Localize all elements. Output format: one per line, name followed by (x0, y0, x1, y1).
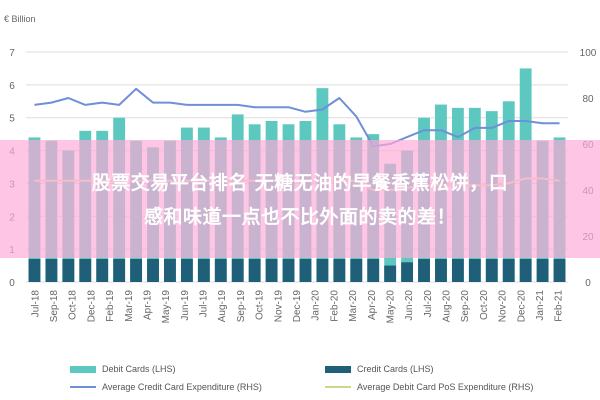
legend-item-avg-debit: Average Debit Card PoS Expenditure (RHS) (325, 382, 533, 392)
x-tick-label: Oct-18 (68, 290, 79, 320)
promo-overlay-band (0, 140, 600, 258)
left-tick-label: 7 (9, 48, 15, 59)
credit-card-bar (367, 259, 380, 282)
credit-card-bar (316, 259, 329, 282)
x-tick-label: Oct-19 (255, 290, 266, 320)
credit-card-bar (28, 259, 41, 282)
credit-card-bar (248, 259, 261, 282)
x-tick-label: Dec-19 (292, 290, 303, 323)
legend-line-avg-credit (70, 386, 96, 388)
legend-label-avg-credit: Average Credit Card Expenditure (RHS) (102, 382, 262, 392)
x-tick-label: Feb-21 (554, 290, 565, 322)
credit-card-bar (553, 259, 566, 282)
legend-label-debit: Debit Cards (LHS) (102, 364, 176, 374)
avg-credit-expenditure-line (34, 87, 560, 148)
credit-card-bar (164, 259, 176, 282)
x-tick-label: Jun-19 (180, 290, 191, 321)
credit-card-bar (299, 259, 312, 282)
legend-swatch-debit (70, 365, 96, 373)
credit-card-bar (468, 259, 481, 282)
credit-card-bar (147, 259, 159, 282)
x-tick-label: Jan-21 (535, 290, 546, 321)
credit-card-bar (519, 259, 532, 282)
credit-card-bar (62, 259, 75, 282)
x-tick-label: Jul-18 (30, 290, 41, 318)
right-tick-label: 80 (582, 94, 594, 105)
x-tick-label: Mar-20 (348, 290, 359, 322)
legend: Debit Cards (LHS) Credit Cards (LHS) Ave… (0, 362, 600, 400)
x-tick-label: Mar-19 (124, 290, 135, 322)
credit-card-bar (418, 259, 430, 282)
x-tick-label: Dec-20 (516, 290, 527, 323)
credit-card-bar (79, 259, 92, 282)
x-tick-label: Feb-20 (329, 290, 340, 322)
unit-label: € Billion (4, 14, 36, 24)
x-tick-label: May-20 (385, 290, 396, 324)
x-tick-label: Dec-18 (86, 290, 97, 323)
credit-card-bar (485, 259, 498, 282)
x-tick-label: Jul-19 (199, 290, 210, 318)
x-tick-label: Apr-20 (367, 290, 378, 320)
promo-line-1: 股票交易平台排名 无糖无油的早餐香蕉松饼，口 (91, 172, 509, 194)
right-tick-label: 100 (580, 48, 597, 59)
left-tick-label: 6 (9, 81, 15, 92)
legend-line-avg-debit (325, 386, 351, 388)
promo-line-2: 感和味道一点也不比外面的卖的差！ (143, 206, 456, 228)
x-tick-label: Jul-20 (423, 290, 434, 318)
x-tick-label: Aug-19 (217, 290, 228, 323)
credit-card-bar (401, 262, 414, 282)
legend-item-debit-cards: Debit Cards (LHS) (70, 364, 176, 374)
left-tick-label: 0 (9, 278, 15, 289)
credit-card-bar (282, 259, 295, 282)
credit-card-bar (180, 259, 193, 282)
credit-card-bar (96, 259, 109, 282)
x-tick-label: Apr-19 (142, 290, 153, 320)
x-tick-label: Aug-20 (442, 290, 453, 323)
promo-overlay-text: 股票交易平台排名 无糖无油的早餐香蕉松饼，口 感和味道一点也不比外面的卖的差！ (0, 166, 600, 234)
right-tick-label: 0 (585, 278, 591, 289)
credit-card-bar (45, 259, 58, 282)
x-tick-label: Feb-19 (105, 290, 116, 322)
credit-card-bar (197, 259, 210, 282)
x-tick-label: Sep-20 (460, 290, 471, 323)
credit-card-bar (231, 259, 244, 282)
x-tick-label: May-19 (161, 290, 172, 324)
credit-card-bar (384, 265, 397, 282)
credit-card-bar (265, 259, 278, 282)
credit-card-bar (502, 259, 515, 282)
credit-card-bar (435, 259, 447, 282)
x-tick-label: Jun-20 (404, 290, 415, 321)
x-axis-ticks: Jul-18 Sep-18 Oct-18 Dec-18 Feb-19 Mar-19 Apr-… (30, 290, 564, 324)
legend-swatch-credit (325, 365, 351, 373)
x-tick-label: Nov-20 (498, 290, 509, 323)
legend-item-avg-credit: Average Credit Card Expenditure (RHS) (70, 382, 262, 392)
credit-card-bar (536, 259, 549, 282)
x-tick-label: Sep-19 (236, 290, 247, 323)
legend-label-credit: Credit Cards (LHS) (357, 364, 434, 374)
left-tick-label: 5 (9, 114, 15, 125)
credit-card-bar (113, 259, 126, 282)
x-tick-label: Oct-20 (479, 290, 490, 320)
credit-card-bar (350, 259, 363, 282)
legend-item-credit-cards: Credit Cards (LHS) (325, 364, 434, 374)
x-tick-label: Jan-20 (311, 290, 322, 321)
x-tick-label: Nov-19 (273, 290, 284, 323)
x-tick-label: Sep-18 (49, 290, 60, 323)
credit-card-bar (130, 259, 143, 282)
credit-card-bar (333, 259, 346, 282)
legend-label-avg-debit: Average Debit Card PoS Expenditure (RHS) (357, 382, 534, 392)
credit-card-bar (451, 259, 464, 282)
credit-card-bar (214, 259, 227, 282)
